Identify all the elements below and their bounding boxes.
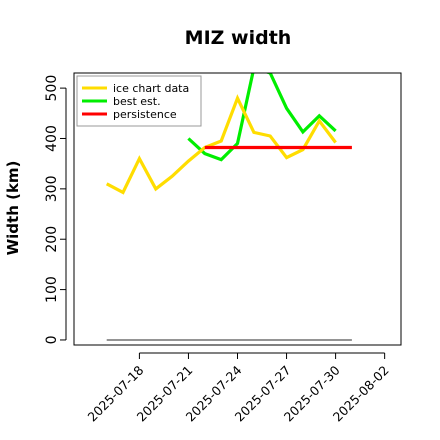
legend: ice chart data best est. persistence [76,75,202,127]
series-line-best-est [187,73,337,162]
plot-frame [73,72,402,346]
y-tick-label: 500 [44,75,60,102]
y-tick-label: 400 [44,125,60,152]
legend-label-ice-chart-data: ice chart data [113,82,189,95]
y-tick-label: 0 [44,336,60,345]
y-tick-label: 300 [44,175,60,202]
plot-area [73,72,402,346]
y-tick-label: 100 [44,276,60,303]
y-tick-label: 200 [44,226,60,253]
series-layer [105,73,352,341]
legend-label-persistence: persistence [113,108,177,121]
y-axis: 0 100 200 300 400 500 [44,75,67,345]
series-line-ice-chart-data [105,94,337,195]
y-axis-label: Width (km) [4,161,22,256]
x-axis: 2025-07-182025-07-212025-07-242025-07-27… [85,352,392,424]
legend-label-best-est: best est. [113,95,161,108]
chart-title: MIZ width [185,27,292,49]
